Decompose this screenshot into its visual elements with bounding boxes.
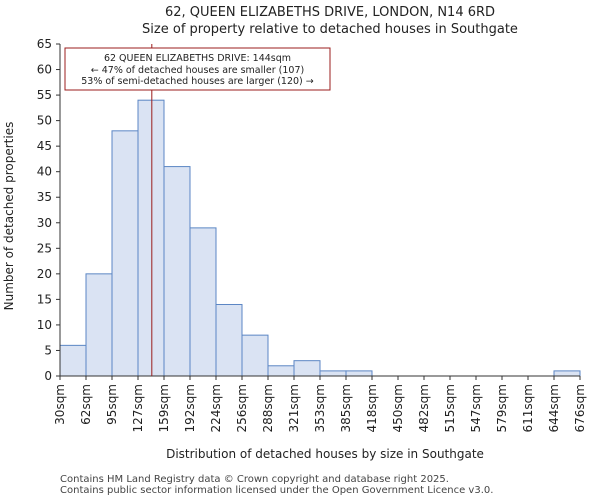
annotation-box bbox=[64, 47, 331, 91]
y-tick-label: 65 bbox=[37, 37, 52, 51]
y-tick-label: 45 bbox=[37, 139, 52, 153]
x-tick-label: 579sqm bbox=[495, 384, 509, 432]
x-tick-label: 353sqm bbox=[313, 384, 327, 432]
x-tick-label: 288sqm bbox=[261, 384, 275, 432]
x-tick-label: 515sqm bbox=[443, 384, 457, 432]
y-tick-label: 50 bbox=[37, 114, 52, 128]
histogram-bar bbox=[267, 365, 295, 377]
x-tick-label: 547sqm bbox=[469, 384, 483, 432]
histogram-bar bbox=[241, 334, 269, 377]
x-tick-label: 256sqm bbox=[235, 384, 249, 432]
annotation-line-1: 62 QUEEN ELIZABETHS DRIVE: 144sqm bbox=[104, 53, 291, 64]
x-tick-label: 30sqm bbox=[53, 384, 67, 425]
histogram-bar bbox=[553, 370, 581, 377]
histogram-bar bbox=[137, 99, 165, 377]
chart-subtitle: Size of property relative to detached ho… bbox=[142, 22, 518, 37]
histogram-bar bbox=[293, 360, 321, 377]
x-tick-label: 611sqm bbox=[521, 384, 535, 432]
x-tick-label: 418sqm bbox=[365, 384, 379, 432]
x-tick-label: 95sqm bbox=[105, 384, 119, 425]
x-tick-label: 159sqm bbox=[157, 384, 171, 432]
y-axis-label: Number of detached properties bbox=[2, 122, 16, 311]
x-tick-label: 385sqm bbox=[339, 384, 353, 432]
x-tick-label: 127sqm bbox=[131, 384, 145, 432]
y-tick-label: 55 bbox=[37, 88, 52, 102]
histogram-bar bbox=[85, 273, 113, 377]
histogram-bar bbox=[189, 227, 217, 377]
footer-copyright: Contains HM Land Registry data © Crown c… bbox=[60, 474, 449, 485]
y-tick-label: 35 bbox=[37, 190, 52, 204]
histogram-bar bbox=[111, 130, 139, 377]
x-tick-label: 450sqm bbox=[391, 384, 405, 432]
y-tick-label: 20 bbox=[37, 267, 52, 281]
x-axis-label: Distribution of detached houses by size … bbox=[166, 447, 484, 461]
histogram-bar bbox=[215, 303, 243, 377]
x-tick-label: 321sqm bbox=[287, 384, 301, 432]
y-tick-label: 5 bbox=[44, 343, 52, 357]
annotation-line-3: 53% of semi-detached houses are larger (… bbox=[81, 76, 314, 87]
footer-licence: Contains public sector information licen… bbox=[60, 485, 494, 496]
y-tick-label: 30 bbox=[37, 216, 52, 230]
y-tick-label: 40 bbox=[37, 165, 52, 179]
y-tick-label: 25 bbox=[37, 241, 52, 255]
histogram-bar bbox=[163, 166, 191, 377]
y-tick-label: 60 bbox=[37, 63, 52, 77]
x-tick-label: 192sqm bbox=[183, 384, 197, 432]
y-tick-label: 0 bbox=[44, 369, 52, 383]
histogram-bar bbox=[59, 344, 87, 377]
histogram-bar bbox=[345, 370, 373, 377]
annotation-line-2: ← 47% of detached houses are smaller (10… bbox=[91, 65, 304, 76]
y-tick-label: 10 bbox=[37, 318, 52, 332]
x-tick-label: 676sqm bbox=[573, 384, 587, 432]
histogram-bar bbox=[319, 370, 347, 377]
x-tick-label: 482sqm bbox=[417, 384, 431, 432]
x-tick-label: 224sqm bbox=[209, 384, 223, 432]
y-tick-label: 15 bbox=[37, 292, 52, 306]
x-tick-label: 644sqm bbox=[547, 384, 561, 432]
x-tick-label: 62sqm bbox=[79, 384, 93, 425]
chart-title: 62, QUEEN ELIZABETHS DRIVE, LONDON, N14 … bbox=[165, 5, 495, 20]
